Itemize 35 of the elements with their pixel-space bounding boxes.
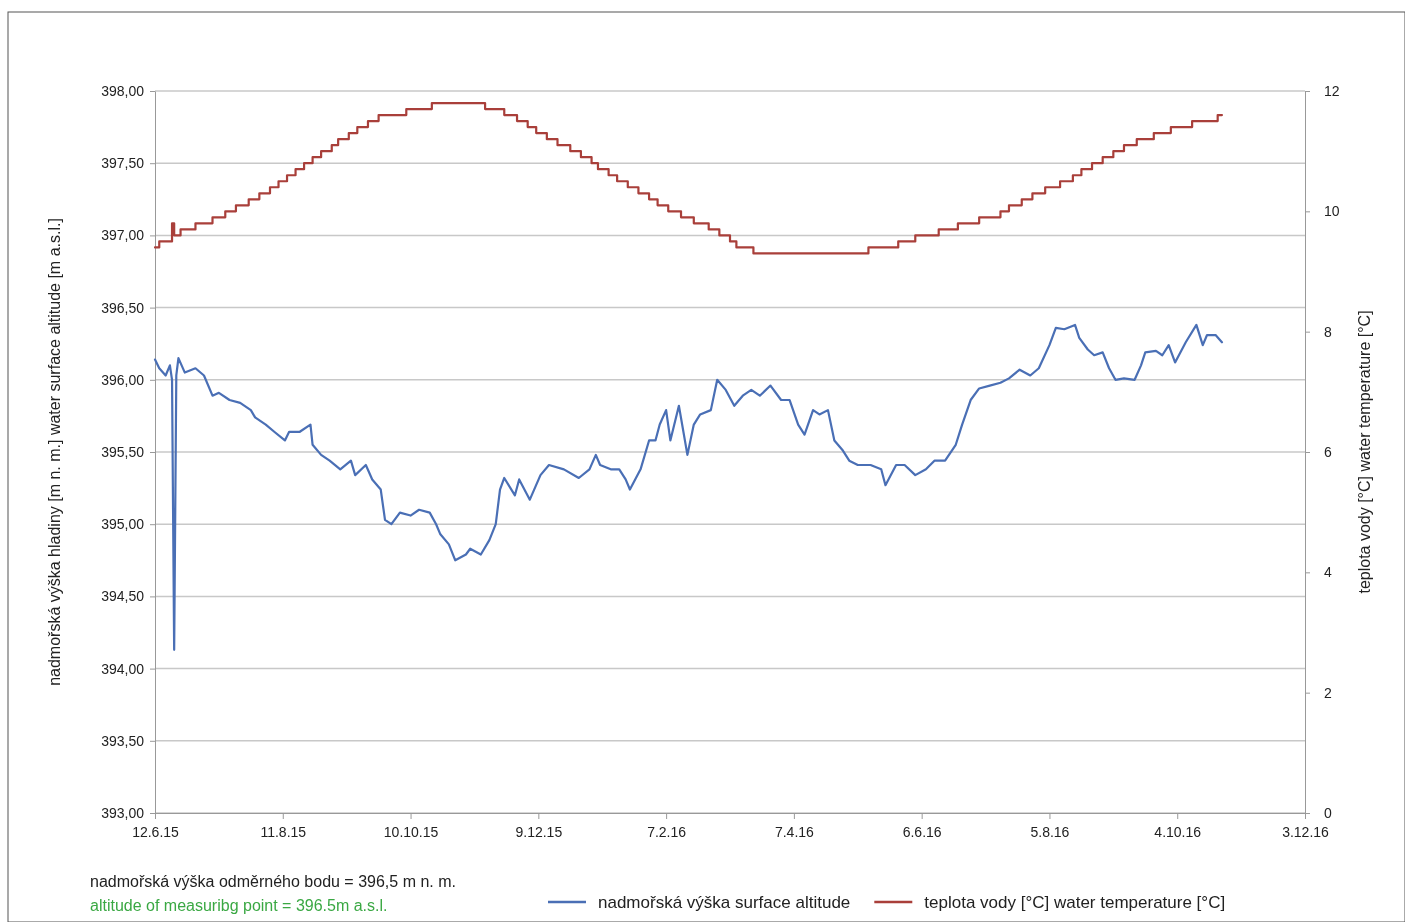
y-tick-label: 395,50 (101, 443, 145, 460)
x-tick-label: 7.4.16 (774, 823, 815, 840)
text: nadmořská výška odměrného bodu = 396,5 m n. m. (90, 873, 456, 890)
x-tick-label: 6.6.16 (902, 823, 942, 840)
legend-label: teplota vody [°C] water temperature [°C] (924, 893, 1226, 912)
y2-tick-label: 6 (1324, 443, 1332, 460)
x-tick-label: 5.8.16 (1030, 823, 1070, 840)
y-tick-label: 396,00 (101, 371, 145, 388)
line-series (153, 323, 1224, 651)
y-tick-label: 394,50 (101, 588, 145, 605)
x-tick-label: 4.10.16 (1154, 823, 1202, 840)
y2-tick-label: 10 (1324, 203, 1340, 220)
x-tick-label: 10.10.15 (383, 823, 439, 840)
y-tick-label: 395,00 (101, 516, 145, 533)
text: altitude of measuribg point = 396.5m a.s.l. (90, 897, 388, 914)
y-tick-label: 397,00 (101, 227, 145, 244)
y-tick-label: 398,00 (101, 82, 145, 99)
y-axis-title: nadmořská výška hladiny [m n. m.] water surface altitude [m a.s.l.] (46, 218, 63, 686)
y2-tick-label: 12 (1324, 82, 1340, 99)
x-tick-label: 9.12.15 (515, 823, 563, 840)
x-tick-label: 7.2.16 (647, 823, 687, 840)
y-tick-label: 393,00 (101, 804, 145, 821)
y-tick-label: 394,00 (101, 660, 145, 677)
y-tick-label: 393,50 (101, 732, 145, 749)
y2-tick-label: 2 (1324, 684, 1332, 701)
x-tick-label: 12.6.15 (132, 823, 180, 840)
x-tick-label: 3.12.16 (1282, 823, 1330, 840)
y2-tick-label: 0 (1324, 804, 1332, 821)
x-tick-label: 11.8.15 (260, 823, 307, 840)
legend-label: nadmořská výška surface altitude (598, 893, 851, 912)
y-tick-label: 397,50 (101, 155, 145, 172)
y2-tick-label: 4 (1324, 564, 1332, 581)
y2-tick-label: 8 (1324, 323, 1332, 340)
y2-axis-title: teplota vody [°C] water temperature [°C] (1356, 310, 1373, 594)
y-tick-label: 396,50 (101, 299, 145, 316)
